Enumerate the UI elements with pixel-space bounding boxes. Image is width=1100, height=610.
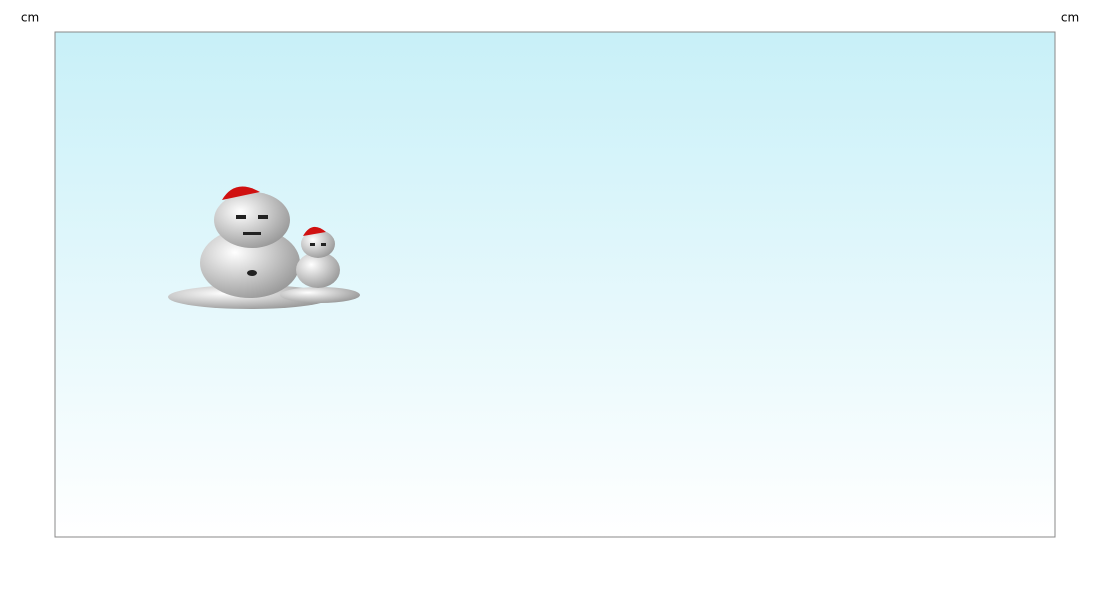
y-unit-left: cm (21, 11, 39, 25)
y-unit-right: cm (1061, 11, 1079, 25)
snowman-decoration (168, 186, 360, 309)
plot-area (54, 31, 1056, 538)
